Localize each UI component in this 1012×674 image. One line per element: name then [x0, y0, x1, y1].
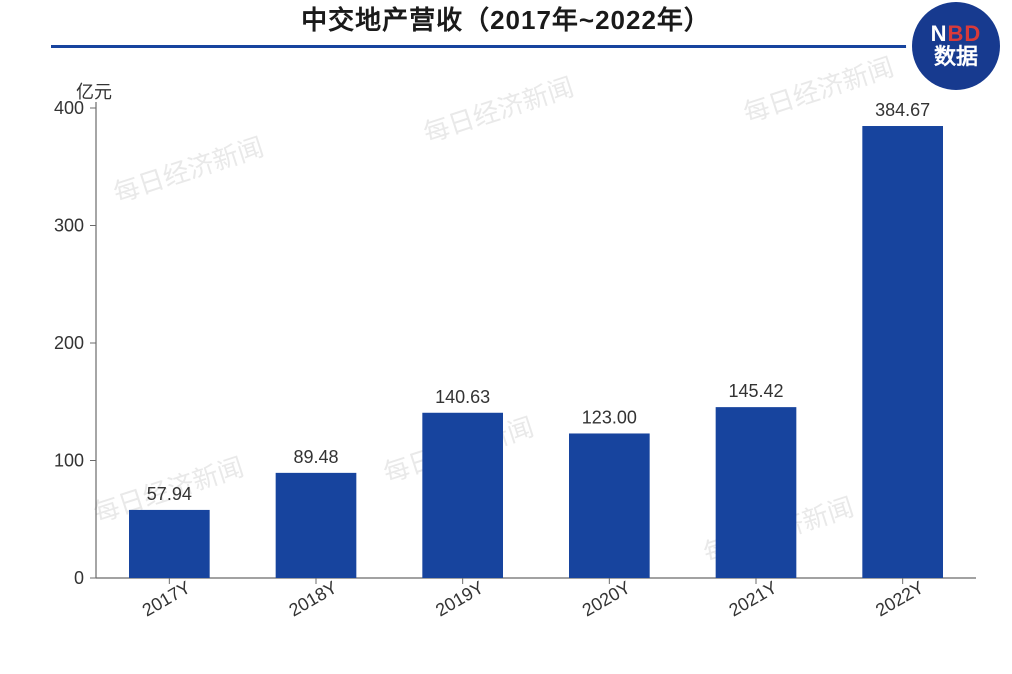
- x-tick-label: 2022Y: [872, 577, 927, 620]
- x-tick-label: 2017Y: [139, 577, 194, 620]
- bar-value-label: 384.67: [875, 100, 930, 120]
- bar-value-label: 140.63: [435, 387, 490, 407]
- y-tick-label: 300: [54, 216, 84, 236]
- y-tick-label: 100: [54, 451, 84, 471]
- y-tick-label: 200: [54, 333, 84, 353]
- bar: [129, 510, 210, 578]
- x-tick-label: 2018Y: [285, 577, 340, 620]
- x-tick-label: 2019Y: [432, 577, 487, 620]
- bar: [716, 407, 797, 578]
- bar-value-label: 123.00: [582, 407, 637, 427]
- revenue-bar-chart: 0 100 200 300 400 57.94 2017Y 89.48 2018Y 140.63 2…: [0, 0, 1012, 674]
- bar: [862, 126, 943, 578]
- bar: [422, 413, 503, 578]
- bar: [569, 433, 650, 578]
- bar-value-label: 89.48: [293, 447, 338, 467]
- x-tick-label: 2021Y: [725, 577, 780, 620]
- bar-value-label: 57.94: [147, 484, 192, 504]
- x-tick-label: 2020Y: [579, 577, 634, 620]
- y-tick-label: 400: [54, 98, 84, 118]
- bar: [276, 473, 357, 578]
- bar-value-label: 145.42: [728, 381, 783, 401]
- y-tick-label: 0: [74, 568, 84, 588]
